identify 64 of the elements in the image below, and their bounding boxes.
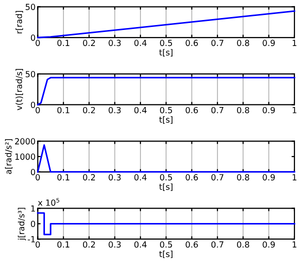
y-tick-label: -1 xyxy=(28,236,35,242)
x-tick-label: 0.7 xyxy=(211,40,224,46)
x-tick-label: 0.5 xyxy=(160,241,172,248)
x-axis-title: t[s] xyxy=(159,250,172,258)
x-tick-label: 0.7 xyxy=(211,174,224,180)
y-tick-label: 0 xyxy=(30,102,36,108)
x-axis-title: t[s] xyxy=(159,116,172,124)
x-tick-label: 0.1 xyxy=(57,106,70,114)
y-axis-title: a[rad/s²] xyxy=(5,139,12,174)
x-tick-label: 0 xyxy=(36,106,40,114)
y-tick-label: 0 xyxy=(30,168,36,176)
x-tick-label: 1 xyxy=(292,174,296,180)
x-tick-label: 0.6 xyxy=(186,174,198,180)
x-tick-label: 0.6 xyxy=(186,241,198,248)
x-tick-label: 0 xyxy=(36,40,40,46)
x-tick-label: 0.5 xyxy=(160,174,172,180)
x-axis-title: t[s] xyxy=(159,183,172,191)
x-tick-label: 0.1 xyxy=(57,174,70,180)
x-tick-label: 0.4 xyxy=(134,40,147,46)
x-tick-label: 0.5 xyxy=(160,106,172,114)
x-tick-label: 0.3 xyxy=(108,241,121,248)
x-tick-label: 0.7 xyxy=(211,241,224,248)
x-tick-label: 0.8 xyxy=(237,40,250,46)
x-tick-label: 0.9 xyxy=(262,106,275,114)
x-tick-label: 0.2 xyxy=(83,106,95,114)
x-tick-label: 0.8 xyxy=(237,106,250,114)
y-tick-label: 1000 xyxy=(15,154,36,160)
x-tick-label: 0.6 xyxy=(186,106,198,114)
x-tick-label: 0.6 xyxy=(186,40,198,46)
x-tick-label: 0.1 xyxy=(57,40,70,46)
x-tick-label: 0 xyxy=(36,174,40,180)
x-tick-label: 0.2 xyxy=(83,40,95,46)
y-tick-label: 50 xyxy=(26,70,36,78)
x-tick-label: 0.3 xyxy=(108,40,121,46)
line-series xyxy=(36,76,296,106)
x-tick-label: 0.4 xyxy=(134,174,147,180)
x-tick-label: 1 xyxy=(292,107,296,114)
x-tick-label: 0.2 xyxy=(83,241,95,248)
x-tick-label: 0.4 xyxy=(134,241,147,248)
x-tick-label: 0.3 xyxy=(108,106,121,114)
x-tick-label: 0.4 xyxy=(134,106,147,114)
y-tick-label: 1 xyxy=(31,205,35,212)
x-tick-label: 0.1 xyxy=(57,241,70,248)
x-tick-label: 0.3 xyxy=(108,174,121,180)
x-tick-label: 1 xyxy=(292,40,296,46)
y-axis-title: v(t)[rad/s] xyxy=(16,68,24,110)
x-tick-label: 0.7 xyxy=(211,106,224,114)
y-tick-label: 2000 xyxy=(15,138,36,144)
x-tick-label: 0 xyxy=(36,241,40,248)
x-tick-label: 0.9 xyxy=(262,174,275,180)
x-tick-label: 0.8 xyxy=(237,174,250,180)
y-tick-label: 0 xyxy=(30,34,36,41)
x-tick-label: 0.5 xyxy=(160,40,172,46)
x-tick-label: 0.2 xyxy=(83,174,95,180)
y-tick-label: 50 xyxy=(26,4,36,10)
text: x 10$^{5}$ xyxy=(38,198,60,206)
x-tick-label: 0.9 xyxy=(262,241,275,248)
y-axis-title: r[rad] xyxy=(16,11,24,34)
x-tick-label: 0.9 xyxy=(262,40,275,46)
y-tick-label: 0 xyxy=(30,220,36,228)
y-axis-title: j[rad/s³] xyxy=(18,208,26,240)
x-tick-label: 0.8 xyxy=(237,241,250,248)
x-tick-label: 1 xyxy=(292,241,296,248)
x-axis-title: t[s] xyxy=(159,49,172,57)
